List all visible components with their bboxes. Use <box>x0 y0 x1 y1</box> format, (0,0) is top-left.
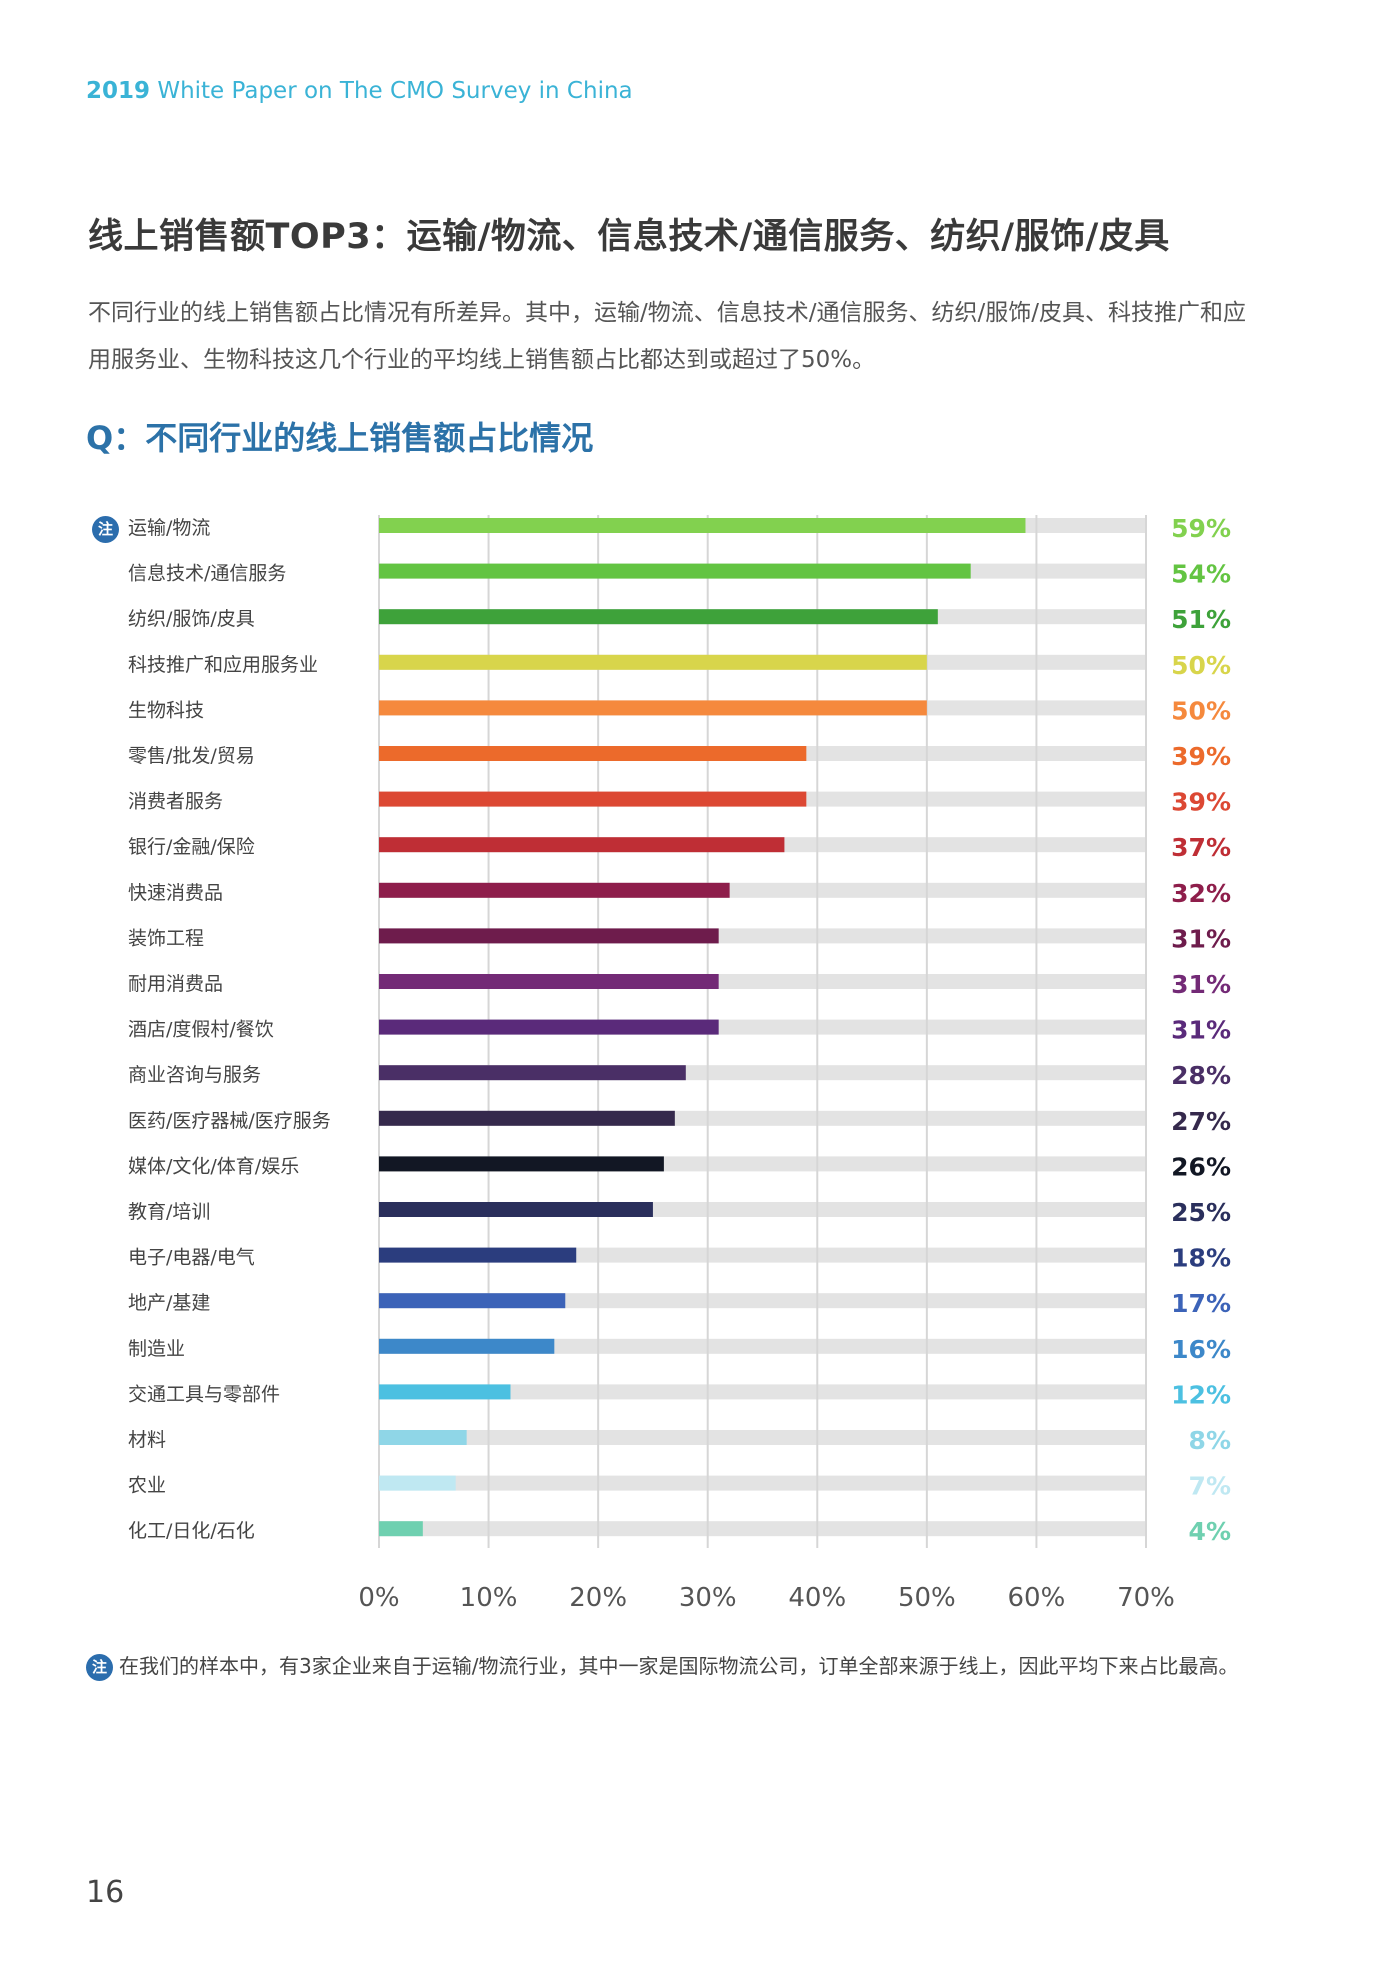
category-label: 医药/医疗器械/医疗服务 <box>128 1110 331 1132</box>
value-label: 18% <box>1171 1244 1231 1273</box>
footnote: 注在我们的样本中，有3家企业来自于运输/物流行业，其中一家是国际物流公司，订单全… <box>86 1650 1238 1681</box>
bar <box>379 837 785 853</box>
value-label: 17% <box>1171 1289 1231 1318</box>
bar <box>379 1384 511 1400</box>
category-label: 材料 <box>128 1429 166 1451</box>
x-tick-label: 70% <box>1117 1583 1175 1613</box>
value-label: 54% <box>1171 560 1231 589</box>
bar <box>379 746 807 761</box>
description: 不同行业的线上销售额占比情况有所差异。其中，运输/物流、信息技术/通信服务、纺织… <box>88 300 1246 373</box>
x-tick-label: 0% <box>358 1583 399 1613</box>
bar <box>379 654 927 670</box>
value-label: 8% <box>1189 1426 1231 1455</box>
value-label: 39% <box>1171 742 1231 771</box>
bar <box>379 1019 719 1035</box>
value-label: 50% <box>1171 696 1231 725</box>
bar-track <box>379 1384 1146 1400</box>
bar-track <box>379 1475 1146 1491</box>
value-label: 26% <box>1171 1152 1231 1181</box>
category-label: 零售/批发/贸易 <box>128 745 255 767</box>
value-label: 4% <box>1189 1517 1231 1546</box>
bar-track <box>379 1521 1146 1537</box>
category-label: 教育/培训 <box>128 1201 210 1223</box>
value-label: 51% <box>1171 605 1231 634</box>
value-label: 25% <box>1171 1198 1231 1227</box>
category-label: 地产/基建 <box>128 1292 210 1314</box>
bar-track <box>379 1338 1146 1354</box>
category-label: 媒体/文化/体育/娱乐 <box>128 1155 299 1177</box>
bar <box>379 1338 555 1354</box>
bar <box>379 563 971 579</box>
footnote-text: 在我们的样本中，有3家企业来自于运输/物流行业，其中一家是国际物流公司，订单全部… <box>119 1654 1239 1678</box>
value-label: 32% <box>1171 879 1231 908</box>
x-tick-label: 60% <box>1008 1583 1066 1613</box>
value-label: 31% <box>1171 970 1231 999</box>
category-label: 纺织/服饰/皮具 <box>128 608 255 630</box>
category-label: 科技推广和应用服务业 <box>128 654 318 676</box>
category-label: 信息技术/通信服务 <box>128 563 286 585</box>
bar <box>379 928 719 944</box>
page-title: 线上销售额TOP3：运输/物流、信息技术/通信服务、纺织/服饰/皮具 <box>88 217 1170 257</box>
bar <box>379 1430 467 1445</box>
category-label: 生物科技 <box>128 699 204 721</box>
value-label: 39% <box>1171 788 1231 817</box>
x-tick-label: 40% <box>788 1583 846 1613</box>
value-label: 16% <box>1171 1335 1231 1364</box>
bar <box>379 1202 653 1217</box>
category-label: 电子/电器/电气 <box>128 1247 255 1269</box>
category-label: 装饰工程 <box>128 927 204 949</box>
note-badge-icon: 注 <box>86 1654 113 1681</box>
bar <box>379 609 938 625</box>
x-tick-label: 50% <box>898 1583 956 1613</box>
bar <box>379 518 1026 533</box>
bar <box>379 700 927 716</box>
bar <box>379 1475 456 1491</box>
report-header: 2019 White Paper on The CMO Survey in Ch… <box>86 78 633 104</box>
value-label: 28% <box>1171 1061 1231 1090</box>
value-label: 50% <box>1171 651 1231 680</box>
category-label: 消费者服务 <box>128 791 223 813</box>
header-text: White Paper on The CMO Survey in China <box>157 78 633 104</box>
bar <box>379 1065 686 1081</box>
bar <box>379 882 730 898</box>
value-label: 7% <box>1189 1472 1231 1501</box>
bar-track <box>379 1430 1146 1445</box>
category-label: 商业咨询与服务 <box>128 1064 261 1086</box>
x-tick-label: 10% <box>460 1583 518 1613</box>
bar <box>379 1247 577 1263</box>
category-label: 农业 <box>128 1475 166 1497</box>
bar <box>379 1156 664 1172</box>
value-label: 12% <box>1171 1380 1231 1409</box>
bar-track <box>379 1293 1146 1309</box>
value-label: 37% <box>1171 833 1231 862</box>
category-label: 耐用消费品 <box>128 973 223 995</box>
category-label: 快速消费品 <box>128 882 223 904</box>
value-label: 59% <box>1171 514 1231 543</box>
page-number: 16 <box>86 1875 125 1910</box>
header-year: 2019 <box>86 78 151 104</box>
bar <box>379 791 807 807</box>
x-tick-label: 30% <box>679 1583 737 1613</box>
value-label: 31% <box>1171 924 1231 953</box>
note-badge-icon[interactable]: 注 <box>92 516 119 543</box>
category-label: 交通工具与零部件 <box>128 1383 280 1405</box>
category-label: 酒店/度假村/餐饮 <box>128 1019 274 1041</box>
chart-question: Q：不同行业的线上销售额占比情况 <box>86 419 594 457</box>
x-tick-label: 20% <box>569 1583 627 1613</box>
category-label: 制造业 <box>128 1338 185 1360</box>
value-label: 27% <box>1171 1107 1231 1136</box>
category-label: 银行/金融/保险 <box>128 836 255 858</box>
bar <box>379 1293 566 1309</box>
bar <box>379 1521 423 1537</box>
bar <box>379 974 719 989</box>
bar <box>379 1110 675 1126</box>
category-label: 运输/物流 <box>128 517 210 539</box>
value-label: 31% <box>1171 1016 1231 1045</box>
category-label: 化工/日化/石化 <box>128 1520 255 1542</box>
